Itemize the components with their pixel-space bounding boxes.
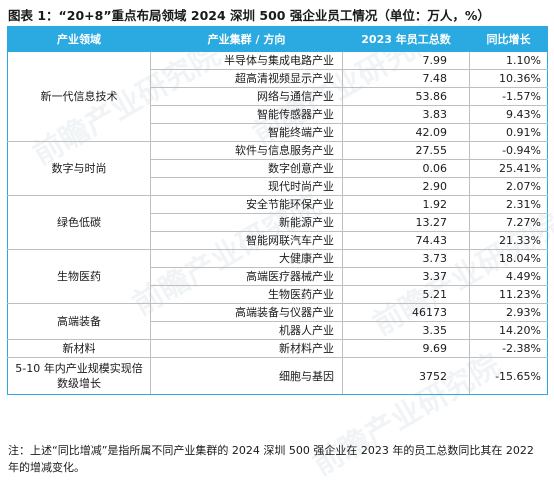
table-row: 现代时尚产业 2.90 2.07% xyxy=(8,177,548,196)
cell-growth: -1.57% xyxy=(469,87,548,106)
cell-field: 5-10 年内产业规模实现倍数级增长 xyxy=(7,357,151,395)
cell-growth: 11.23% xyxy=(469,285,548,304)
cell-growth: 0.91% xyxy=(469,123,548,142)
cell-industry: 数字创意产业 xyxy=(150,159,343,178)
table-row: 绿色低碳 安全节能环保产业 1.92 2.31% xyxy=(7,195,548,250)
cell-employees: 7.48 xyxy=(342,69,470,88)
cell-growth: 2.93% xyxy=(469,303,548,322)
cell-employees: 9.69 xyxy=(342,339,470,358)
cell-employees: 7.99 xyxy=(342,51,470,70)
cell-industry: 新能源产业 xyxy=(150,213,343,232)
cell-growth: 14.20% xyxy=(469,321,548,340)
cell-industry: 安全节能环保产业 xyxy=(150,195,343,214)
table-row: 网络与通信产业 53.86 -1.57% xyxy=(8,87,548,106)
cell-field: 绿色低碳 xyxy=(7,195,151,250)
cell-growth: 2.31% xyxy=(469,195,548,214)
cell-industry: 现代时尚产业 xyxy=(150,177,343,196)
cell-employees: 74.43 xyxy=(342,231,470,250)
cell-industry: 大健康产业 xyxy=(150,249,343,268)
table-row: 智能终端产业 42.09 0.91% xyxy=(8,123,548,142)
cell-industry: 智能网联汽车产业 xyxy=(150,231,343,250)
cell-industry: 新材料产业 xyxy=(150,339,343,358)
cell-growth: 10.36% xyxy=(469,69,548,88)
cell-growth: 18.04% xyxy=(469,249,548,268)
cell-growth: 4.49% xyxy=(469,267,548,286)
cell-industry: 智能传感器产业 xyxy=(150,105,343,124)
cell-growth: 1.10% xyxy=(469,51,548,70)
cell-growth: 2.07% xyxy=(469,177,548,196)
table-row: 5-10 年内产业规模实现倍数级增长 细胞与基因 3752 -15.65% xyxy=(7,357,548,395)
cell-employees: 46173 xyxy=(342,303,470,322)
cell-industry: 机器人产业 xyxy=(150,321,343,340)
cell-employees: 0.06 xyxy=(342,159,470,178)
table-row: 高端医疗器械产业 3.37 4.49% xyxy=(8,267,548,286)
cell-growth: -15.65% xyxy=(469,357,548,395)
employee-table: 产业领域 产业集群 / 方向 2023 年员工总数 同比增长 新一代信息技术 半导… xyxy=(7,26,548,395)
cell-growth: 9.43% xyxy=(469,105,548,124)
cell-employees: 1.92 xyxy=(342,195,470,214)
cell-employees: 3.83 xyxy=(342,105,470,124)
cell-industry: 超高清视频显示产业 xyxy=(150,69,343,88)
cell-employees: 42.09 xyxy=(342,123,470,142)
table-row: 智能传感器产业 3.83 9.43% xyxy=(8,105,548,124)
cell-field: 生物医药 xyxy=(7,249,151,304)
cell-employees: 5.21 xyxy=(342,285,470,304)
cell-employees: 3.35 xyxy=(342,321,470,340)
table-row: 生物医药 大健康产业 3.73 18.04% xyxy=(7,249,548,304)
cell-employees: 27.55 xyxy=(342,141,470,160)
table-row: 数字创意产业 0.06 25.41% xyxy=(8,159,548,178)
cell-field: 数字与时尚 xyxy=(7,141,151,196)
cell-industry: 智能终端产业 xyxy=(150,123,343,142)
cell-industry: 高端医疗器械产业 xyxy=(150,267,343,286)
figure-title: 图表 1：“20+8”重点布局领域 2024 深圳 500 强企业员工情况（单位… xyxy=(8,8,490,23)
header-industry: 产业集群 / 方向 xyxy=(150,26,343,52)
table-row: 新材料 新材料产业 9.69 -2.38% xyxy=(7,339,548,358)
cell-employees: 3.73 xyxy=(342,249,470,268)
cell-growth: 21.33% xyxy=(469,231,548,250)
table-body: 新一代信息技术 半导体与集成电路产业 7.99 1.10% 超高清视频显示产业 7.48 1… xyxy=(7,51,548,395)
cell-industry: 网络与通信产业 xyxy=(150,87,343,106)
cell-industry: 软件与信息服务产业 xyxy=(150,141,343,160)
header-field: 产业领域 xyxy=(7,26,151,52)
cell-industry: 细胞与基因 xyxy=(150,357,343,395)
cell-growth: -2.38% xyxy=(469,339,548,358)
cell-employees: 2.90 xyxy=(342,177,470,196)
cell-field: 新材料 xyxy=(7,339,151,358)
cell-growth: 25.41% xyxy=(469,159,548,178)
cell-employees: 13.27 xyxy=(342,213,470,232)
table-header-row: 产业领域 产业集群 / 方向 2023 年员工总数 同比增长 xyxy=(7,26,548,52)
cell-employees: 53.86 xyxy=(342,87,470,106)
table-row: 高端装备 高端装备与仪器产业 46173 2.93% xyxy=(7,303,548,340)
header-employees: 2023 年员工总数 xyxy=(342,26,470,52)
table-row: 机器人产业 3.35 14.20% xyxy=(8,321,548,340)
cell-industry: 生物医药产业 xyxy=(150,285,343,304)
cell-growth: 7.27% xyxy=(469,213,548,232)
cell-field: 新一代信息技术 xyxy=(7,51,151,142)
cell-field: 高端装备 xyxy=(7,303,151,340)
cell-industry: 高端装备与仪器产业 xyxy=(150,303,343,322)
footnote: 注：上述“同比增减”是指所属不同产业集群的 2024 深圳 500 强企业在 2… xyxy=(8,444,534,474)
table-row: 智能网联汽车产业 74.43 21.33% xyxy=(8,231,548,250)
cell-employees: 3.37 xyxy=(342,267,470,286)
table-row: 生物医药产业 5.21 11.23% xyxy=(8,285,548,304)
table-row: 新能源产业 13.27 7.27% xyxy=(8,213,548,232)
header-growth: 同比增长 xyxy=(469,26,548,52)
table-row: 新一代信息技术 半导体与集成电路产业 7.99 1.10% xyxy=(7,51,548,142)
table-row: 数字与时尚 软件与信息服务产业 27.55 -0.94% xyxy=(7,141,548,196)
cell-growth: -0.94% xyxy=(469,141,548,160)
table-row: 超高清视频显示产业 7.48 10.36% xyxy=(8,69,548,88)
cell-industry: 半导体与集成电路产业 xyxy=(150,51,343,70)
cell-employees: 3752 xyxy=(342,357,470,395)
